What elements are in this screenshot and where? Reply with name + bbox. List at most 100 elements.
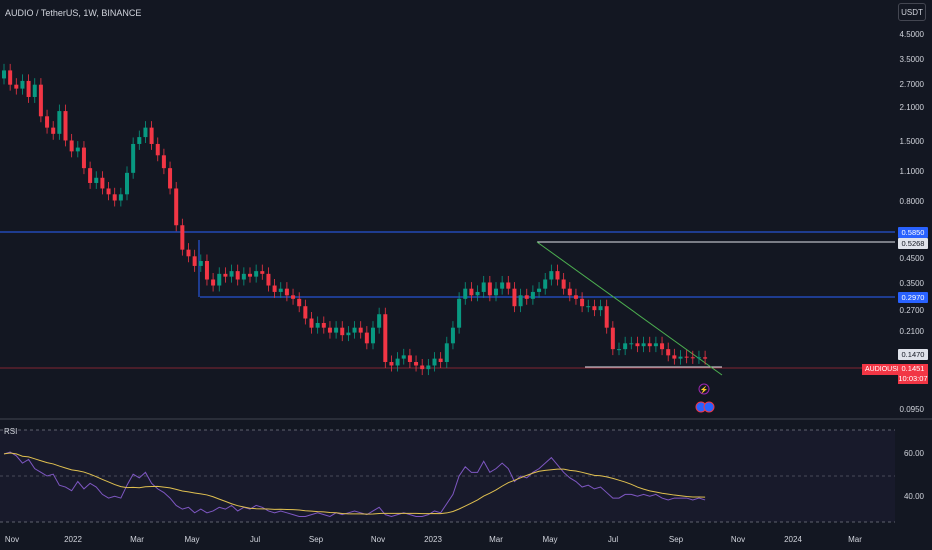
candle-body [610, 327, 615, 350]
time-tick: 2024 [784, 535, 802, 544]
level-label-blue-lower[interactable]: 0.2970 [898, 292, 928, 303]
rsi-ma-line [3, 452, 706, 515]
time-tick: Jul [249, 535, 261, 544]
level-label-blue-upper[interactable]: 0.5850 [898, 227, 928, 238]
candle-body [395, 358, 400, 366]
candle-body [635, 343, 640, 347]
candle-body [346, 332, 351, 336]
candle-body [463, 288, 468, 299]
candle-body [198, 260, 203, 266]
candle-body [377, 314, 382, 328]
price-tick: 2.7000 [899, 80, 924, 89]
candle-body [678, 356, 683, 359]
candle-body [260, 271, 265, 274]
candle-body [506, 282, 511, 289]
candle-body [666, 349, 671, 356]
candle-body [94, 177, 99, 183]
candle-body [204, 260, 209, 280]
candle-body [672, 355, 677, 359]
price-tick: 0.0950 [899, 405, 924, 414]
candle-body [125, 172, 129, 195]
level-label-white-upper[interactable]: 0.5268 [898, 238, 928, 249]
last-price-label: 0.1451 10:03:07 [898, 364, 928, 384]
candle-body [143, 127, 148, 138]
candle-body [266, 273, 271, 286]
rsi-line [3, 451, 706, 518]
candle-body [106, 188, 111, 195]
candle-body [63, 111, 68, 141]
candle-body [340, 327, 345, 336]
candle-body [254, 271, 259, 277]
trendline-green [536, 241, 723, 376]
candle-body [112, 194, 117, 201]
candle-body [604, 306, 609, 328]
candle-body [555, 271, 560, 280]
candle-body [32, 84, 37, 97]
bar-countdown: 10:03:07 [898, 374, 928, 383]
candle-body [161, 155, 166, 169]
candle-body [660, 343, 665, 350]
candle-body [149, 127, 154, 144]
price-chart[interactable]: ⚡ [0, 0, 932, 418]
candle-body [537, 288, 542, 292]
candle-body [586, 306, 591, 308]
candle-body [284, 288, 289, 296]
time-tick: Nov [730, 535, 746, 544]
candle-body [2, 70, 6, 79]
candle-body [223, 273, 228, 277]
pane-divider[interactable] [0, 418, 932, 420]
candle-body [118, 194, 123, 201]
candle-body [69, 140, 74, 152]
rsi-label[interactable]: RSI [4, 427, 18, 436]
candle-body [8, 70, 13, 85]
price-tick: 1.5000 [899, 137, 924, 146]
candle-body [297, 298, 302, 307]
candle-body [358, 327, 363, 333]
candle-body [494, 288, 498, 296]
chart-symbol-title[interactable]: AUDIO / TetherUS, 1W, BINANCE [5, 8, 142, 18]
event-markers[interactable]: ⚡ [695, 383, 715, 413]
candle-body [278, 288, 283, 292]
candle-body [684, 356, 689, 358]
price-tick: 4.5000 [899, 30, 924, 39]
candle-body [598, 306, 603, 311]
candle-body [512, 288, 517, 307]
candle-body [432, 358, 437, 366]
candle-body [389, 361, 394, 366]
time-tick: Nov [370, 535, 386, 544]
candle-body [487, 282, 492, 296]
candle-body [383, 314, 388, 362]
candle-body [438, 358, 443, 362]
flash-icon-glyph: ⚡ [700, 385, 709, 394]
last-price-value: 0.1451 [901, 364, 925, 373]
candle-body [450, 327, 455, 344]
candle-body [211, 279, 216, 286]
time-tick: Mar [489, 535, 503, 544]
candle-body [629, 343, 634, 345]
candle-body [567, 288, 572, 296]
event-icon-right [703, 401, 715, 413]
currency-button[interactable]: USDT [898, 3, 926, 21]
candle-body [81, 147, 86, 169]
candle-body [352, 327, 357, 333]
candle-body [26, 80, 31, 97]
candle-body [696, 357, 701, 359]
rsi-chart[interactable] [0, 424, 932, 530]
candle-body [14, 84, 19, 89]
candle-body [371, 327, 375, 344]
candle-body [241, 273, 246, 280]
price-tick: 3.5000 [899, 55, 924, 64]
candle-body [155, 143, 160, 156]
level-label-white-lower[interactable]: 0.1470 [898, 349, 928, 360]
ticker-tag: AUDIOUSDT [862, 364, 910, 375]
candle-body [469, 288, 474, 296]
candle-body [500, 282, 505, 289]
candle-body [303, 306, 308, 319]
time-tick: Mar [130, 535, 144, 544]
candle-body [444, 343, 449, 362]
candle-body [407, 355, 412, 362]
rsi-tick: 60.00 [903, 449, 924, 458]
candle-body [131, 143, 136, 173]
candle-body [192, 256, 197, 266]
candle-body [57, 111, 62, 134]
